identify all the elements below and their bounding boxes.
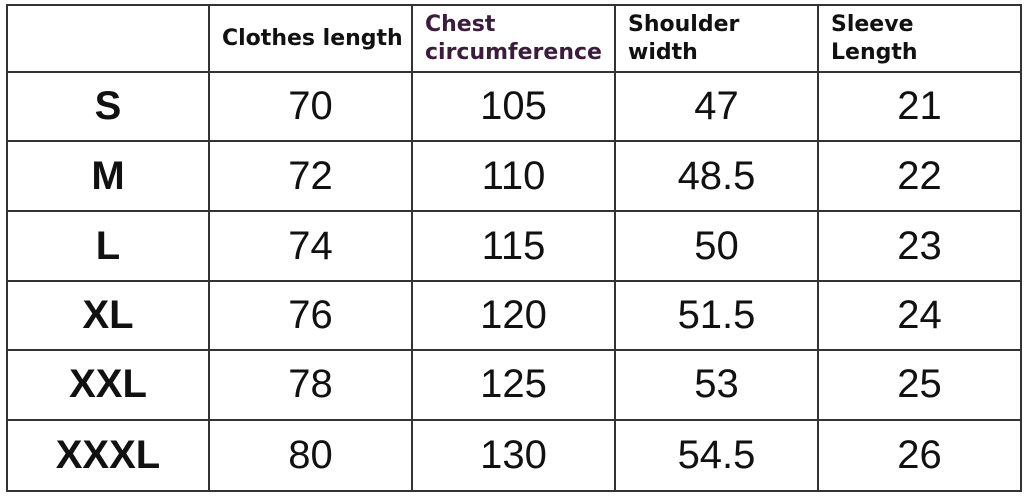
table-row: L 74 115 50 23 (6, 210, 1022, 283)
size-label: XXXL (6, 418, 210, 493)
size-label: S (6, 70, 210, 143)
table-row: S 70 105 47 21 (6, 70, 1022, 143)
measurement: 21 (817, 70, 1022, 143)
measurement: 80 (208, 418, 413, 493)
size-label: L (6, 210, 210, 283)
measurement: 24 (817, 280, 1022, 351)
header-text: Clothes length (222, 25, 403, 51)
measurement: 70 (208, 70, 413, 143)
measurement: 51.5 (614, 280, 819, 351)
measurement: 22 (817, 140, 1022, 213)
header-text: Sleeve (831, 11, 914, 37)
measurement: 26 (817, 418, 1022, 493)
header-text: Length (831, 39, 918, 65)
table-row: XL 76 120 51.5 24 (6, 280, 1022, 351)
header-text: Chest (425, 11, 496, 37)
header-cell: Chest circumference (411, 4, 616, 73)
measurement: 54.5 (614, 418, 819, 493)
size-table: Clothes length Chest circumference Shoulder… (6, 4, 1022, 493)
measurement: 120 (411, 280, 616, 351)
measurement: 125 (411, 348, 616, 421)
header-text: Shoulder (628, 11, 740, 37)
header-cell: Sleeve Length (817, 4, 1022, 73)
table-body: S 70 105 47 21 M 72 110 48.5 22 L 74 115 50 23 XL 76 120 5… (6, 70, 1022, 493)
measurement: 105 (411, 70, 616, 143)
measurement: 25 (817, 348, 1022, 421)
measurement: 78 (208, 348, 413, 421)
measurement: 23 (817, 210, 1022, 283)
measurement: 130 (411, 418, 616, 493)
measurement: 74 (208, 210, 413, 283)
size-label: XXL (6, 348, 210, 421)
corner-cell (6, 4, 210, 73)
header-cell: Shoulder width (614, 4, 819, 73)
table-row: M 72 110 48.5 22 (6, 140, 1022, 213)
measurement: 115 (411, 210, 616, 283)
size-label: M (6, 140, 210, 213)
header-row: Clothes length Chest circumference Shoulder… (6, 4, 1022, 73)
size-label: XL (6, 280, 210, 351)
table-row: XXL 78 125 53 25 (6, 348, 1022, 421)
measurement: 50 (614, 210, 819, 283)
measurement: 48.5 (614, 140, 819, 213)
table-row: XXXL 80 130 54.5 26 (6, 418, 1022, 493)
measurement: 53 (614, 348, 819, 421)
measurement: 110 (411, 140, 616, 213)
measurement: 47 (614, 70, 819, 143)
header-text: width (628, 39, 698, 65)
header-text: circumference (425, 39, 602, 65)
measurement: 72 (208, 140, 413, 213)
measurement: 76 (208, 280, 413, 351)
header-cell: Clothes length (208, 4, 413, 73)
